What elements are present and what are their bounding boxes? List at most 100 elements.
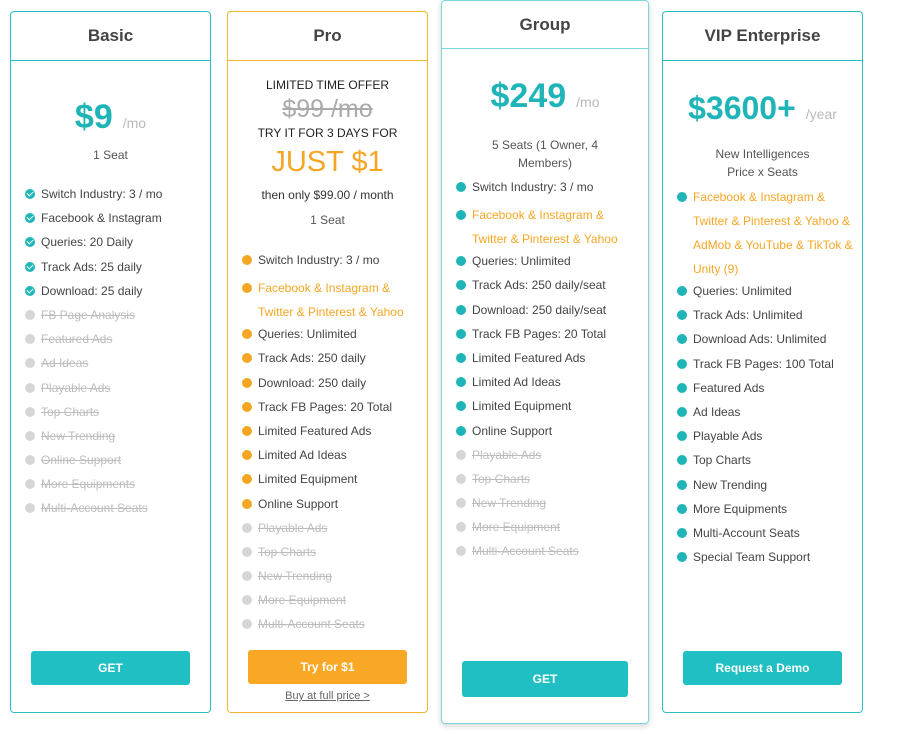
bullet-dot-icon [677, 334, 687, 345]
feature-label: Playable Ads [41, 380, 111, 395]
feature-item: Top Charts [677, 452, 854, 476]
bullet-dot-icon [242, 377, 252, 388]
feature-item: More Equipment [242, 592, 419, 616]
feature-label: Queries: Unlimited [472, 254, 571, 269]
bullet-dot-icon [677, 358, 687, 369]
trial-price: JUST $1 [271, 146, 384, 178]
feature-label: Limited Featured Ads [472, 350, 586, 365]
feature-label: Facebook & Instagram & Twitter & Pintere… [472, 208, 618, 247]
feature-label: Multi-Account Seats [472, 544, 579, 559]
bullet-dot-icon [677, 286, 687, 296]
disabled-dot-icon [242, 522, 252, 533]
feature-item: Limited Featured Ads [242, 423, 419, 447]
feature-label: Multi-Account Seats [693, 525, 800, 540]
disabled-dot-icon [456, 473, 466, 484]
old-price: $99 /mo [282, 95, 373, 123]
full-price-link[interactable]: Buy at full price > [285, 690, 370, 702]
feature-list: Switch Industry: 3 / mo Facebook & Instag… [25, 186, 202, 525]
request-demo-button[interactable]: Request a Demo [683, 651, 842, 685]
feature-item: Track FB Pages: 100 Total [677, 356, 854, 380]
bullet-dot-icon [242, 425, 252, 436]
feature-label: More Equipment [472, 520, 561, 535]
feature-label: Track Ads: Unlimited [693, 308, 803, 323]
disabled-dot-icon [456, 449, 466, 460]
feature-label: Track FB Pages: 100 Total [693, 356, 834, 371]
bullet-dot-icon [677, 431, 687, 442]
feature-label: Ad Ideas [41, 356, 89, 371]
bullet-dot-icon [456, 377, 466, 388]
trial-label: TRY IT FOR 3 DAYS FOR [257, 126, 398, 140]
plan-title: VIP Enterprise [663, 12, 862, 61]
disabled-dot-icon [456, 522, 466, 533]
feature-list: Facebook & Instagram & Twitter & Pintere… [677, 185, 854, 573]
feature-item: Switch Industry: 3 / mo [456, 179, 640, 203]
bullet-dot-icon [677, 310, 687, 321]
feature-item: More Equipments [25, 476, 202, 500]
feature-label: Switch Industry: 3 / mo [41, 187, 163, 201]
get-button[interactable]: GET [462, 661, 628, 697]
feature-item: Limited Equipment [456, 398, 640, 422]
feature-item: Special Team Support [677, 549, 854, 573]
feature-label: Multi-Account Seats [41, 501, 148, 516]
feature-item: Facebook & Instagram & Twitter & Pintere… [677, 185, 854, 281]
feature-label: Playable Ads [472, 447, 542, 462]
feature-item: Multi-Account Seats [25, 500, 202, 524]
bullet-dot-icon [456, 328, 466, 339]
disabled-dot-icon [25, 358, 35, 369]
check-circle-icon [25, 261, 35, 272]
try-button[interactable]: Try for $1 [248, 650, 407, 684]
feature-item: Top Charts [456, 471, 640, 495]
seat-count: 1 Seat [93, 148, 128, 162]
feature-item: Limited Ad Ideas [242, 447, 419, 471]
feature-label: Online Support [472, 423, 553, 438]
feature-item: Facebook & Instagram & Twitter & Pintere… [456, 203, 640, 251]
plan-card-group: Group $249/mo 5 Seats (1 Owner, 4 Member… [441, 0, 649, 724]
feature-item: New Trending [242, 568, 419, 592]
feature-label: Track FB Pages: 20 Total [472, 326, 607, 341]
feature-item: Playable Ads [456, 447, 640, 471]
bullet-dot-icon [677, 455, 687, 466]
bullet-dot-icon [677, 527, 687, 538]
feature-item: Online Support [242, 496, 419, 520]
feature-list: Switch Industry: 3 / mo Facebook & Instag… [456, 179, 640, 568]
feature-label: Limited Ad Ideas [472, 375, 561, 390]
disabled-dot-icon [242, 595, 252, 606]
feature-item: Track Ads: Unlimited [677, 307, 854, 331]
feature-label: Limited Equipment [258, 472, 358, 487]
price-amount: $9 [74, 98, 113, 136]
feature-list: Switch Industry: 3 / mo Facebook & Instag… [242, 252, 419, 641]
price-amount: $3600+ [688, 90, 796, 126]
feature-label: Queries: 20 Daily [41, 235, 134, 250]
feature-item: Online Support [456, 423, 640, 447]
feature-label: Track FB Pages: 20 Total [258, 399, 393, 414]
feature-item: Featured Ads [677, 380, 854, 404]
bullet-dot-icon [242, 450, 252, 461]
feature-label: Limited Equipment [472, 399, 572, 414]
feature-label: Multi-Account Seats [258, 617, 365, 632]
check-circle-icon [25, 237, 35, 248]
feature-label: More Equipments [693, 501, 788, 516]
check-circle-icon [25, 213, 35, 224]
feature-label: Top Charts [472, 471, 531, 486]
bullet-dot-icon [456, 401, 466, 412]
feature-item: Ad Ideas [25, 355, 202, 379]
price-block: $9/mo [11, 98, 210, 137]
feature-label: Switch Industry: 3 / mo [472, 180, 594, 194]
feature-label: Online Support [258, 496, 339, 511]
price-period: /mo [576, 94, 600, 110]
feature-label: Track Ads: 250 daily [258, 351, 366, 366]
feature-item: Playable Ads [677, 428, 854, 452]
bullet-dot-icon [677, 382, 687, 393]
feature-label: Top Charts [41, 404, 100, 419]
feature-label: More Equipment [258, 593, 347, 608]
feature-item: Limited Featured Ads [456, 350, 640, 374]
check-circle-icon [25, 189, 35, 199]
seat-count: 1 Seat [310, 213, 345, 227]
bullet-dot-icon [456, 425, 466, 436]
get-button[interactable]: GET [31, 651, 190, 685]
bullet-dot-icon [677, 479, 687, 490]
disabled-dot-icon [25, 455, 35, 466]
disabled-dot-icon [25, 430, 35, 441]
feature-item: Track Ads: 250 daily/seat [456, 277, 640, 301]
bullet-dot-icon [456, 352, 466, 363]
